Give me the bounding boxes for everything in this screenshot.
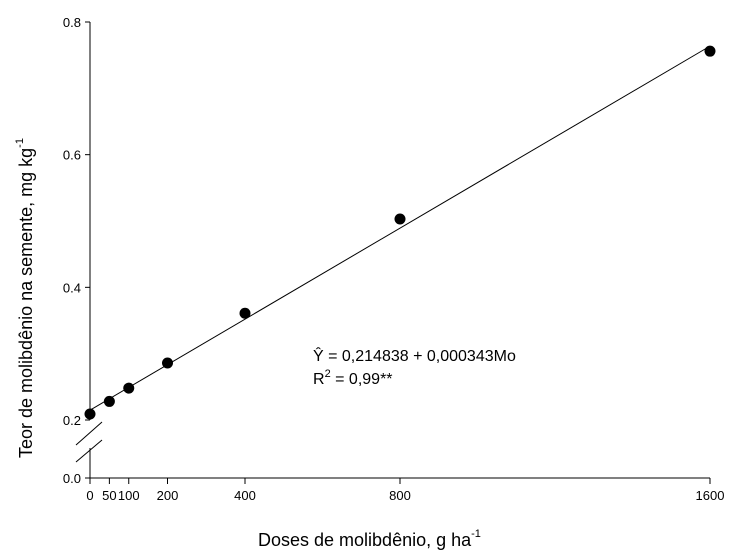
data-point (84, 408, 96, 420)
axis-break-mark-top (75, 421, 103, 446)
y-axis-title-sup: -1 (14, 138, 26, 148)
y-tick-label: 0.2 (63, 413, 81, 428)
x-tick-label: 50 (102, 488, 116, 503)
y-ticks: 0.0 0.2 0.4 0.6 0.8 (63, 15, 90, 486)
fit-line-group (89, 45, 711, 411)
data-point (162, 357, 173, 369)
r2-superscript: 2 (325, 368, 331, 380)
x-ticks: 0 50 100 200 400 800 1600 (86, 478, 724, 503)
r2-letter: R (313, 371, 325, 388)
x-tick-label: 200 (157, 488, 179, 503)
x-tick-label: 400 (234, 488, 256, 503)
data-point (394, 213, 406, 225)
r2-value: = 0,99** (331, 371, 393, 388)
x-axis-title-sup: -1 (471, 528, 481, 540)
data-point (103, 395, 115, 407)
x-axis-title-text: Doses de molibdênio, g ha (258, 530, 472, 550)
x-tick-label: 100 (118, 488, 140, 503)
data-point (239, 307, 251, 319)
y-axis-title-text: Teor de molibdênio na semente, mg kg (16, 148, 36, 458)
y-tick-label: 0.4 (63, 280, 81, 295)
y-tick-label: 0.8 (63, 15, 81, 30)
data-point (704, 45, 716, 57)
x-tick-label: 1600 (696, 488, 725, 503)
x-axis-title: Doses de molibdênio, g ha-1 (258, 528, 481, 550)
data-points (84, 45, 716, 420)
regression-equation: Ŷ = 0,214838 + 0,000343Mo (313, 346, 516, 365)
regression-line (89, 45, 711, 411)
y-tick-label: 0.6 (63, 148, 81, 163)
r-squared-label: R2 = 0,99** (313, 368, 393, 388)
y-axis-title: Teor de molibdênio na semente, mg kg-1 (14, 138, 36, 458)
y-tick-label: 0.0 (63, 471, 81, 486)
x-tick-label: 0 (86, 488, 93, 503)
data-point (123, 382, 135, 394)
x-tick-label: 800 (389, 488, 411, 503)
axis-break-mark-bottom (75, 439, 103, 463)
